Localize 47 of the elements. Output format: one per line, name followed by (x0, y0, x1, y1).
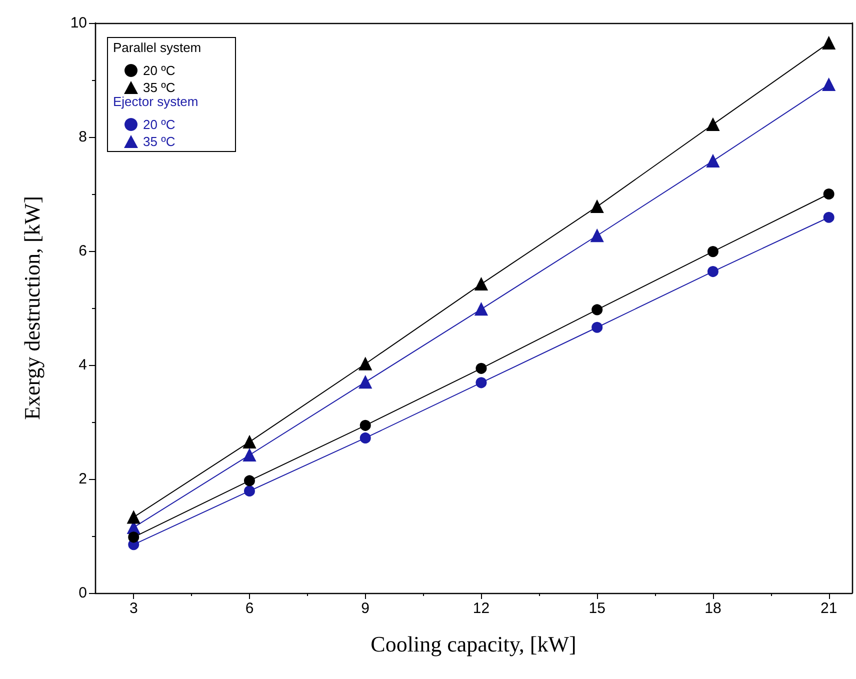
x-tick-label: 18 (704, 600, 722, 617)
point (592, 322, 603, 333)
point (590, 229, 604, 242)
x-tick-label: 15 (588, 600, 606, 617)
point (822, 78, 836, 92)
point (244, 485, 255, 496)
point (592, 304, 603, 316)
legend-label: 35 ºC (143, 80, 176, 95)
annotation: Ejector system (113, 94, 198, 109)
point (476, 362, 487, 374)
point (127, 510, 140, 524)
point (128, 532, 140, 543)
legend-label: 20 ºC (143, 117, 176, 132)
point (242, 435, 256, 448)
annotation: Parallel system (113, 40, 202, 55)
y-tick-label: 2 (78, 470, 87, 488)
x-tick-label: 9 (361, 600, 370, 617)
point (707, 266, 718, 278)
point (360, 432, 371, 444)
y-tick-label: 6 (78, 242, 87, 260)
point (358, 357, 372, 370)
point (476, 377, 487, 388)
point (358, 376, 372, 389)
point (474, 278, 488, 291)
y-tick-label: 8 (78, 128, 87, 146)
legend-label: 35 ºC (143, 134, 176, 149)
point (706, 118, 720, 131)
point (590, 200, 604, 214)
y-tick-label: 10 (70, 14, 87, 32)
legend-label: 20 ºC (143, 63, 176, 78)
y-tick-label: 0 (78, 584, 87, 602)
y-axis-title: Exergy destruction, [kW] (20, 196, 44, 420)
point (360, 420, 371, 431)
y-tick-label: 4 (78, 356, 87, 374)
point (706, 154, 720, 168)
point (474, 302, 488, 316)
x-tick-label: 12 (472, 600, 490, 617)
x-tick-label: 3 (129, 600, 138, 617)
x-tick-label: 21 (820, 600, 838, 617)
point (707, 246, 718, 258)
point (244, 475, 255, 486)
point (242, 448, 256, 462)
x-tick-label: 6 (245, 600, 254, 617)
x-axis-title: Cooling capacity, [kW] (370, 632, 576, 656)
point (823, 188, 834, 200)
point (823, 212, 834, 223)
point (822, 36, 836, 50)
